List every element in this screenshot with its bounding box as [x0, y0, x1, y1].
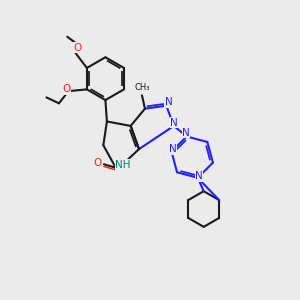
Text: N: N: [195, 171, 203, 181]
Text: O: O: [73, 43, 82, 53]
Text: O: O: [74, 43, 82, 53]
Text: N: N: [169, 144, 177, 154]
Text: O: O: [62, 84, 70, 94]
Text: CH₃: CH₃: [134, 83, 150, 92]
Text: N: N: [165, 97, 172, 107]
Text: O: O: [94, 158, 102, 168]
Text: N: N: [182, 128, 190, 138]
Text: O: O: [62, 84, 70, 94]
Text: N: N: [170, 118, 178, 128]
Text: NH: NH: [115, 160, 131, 170]
